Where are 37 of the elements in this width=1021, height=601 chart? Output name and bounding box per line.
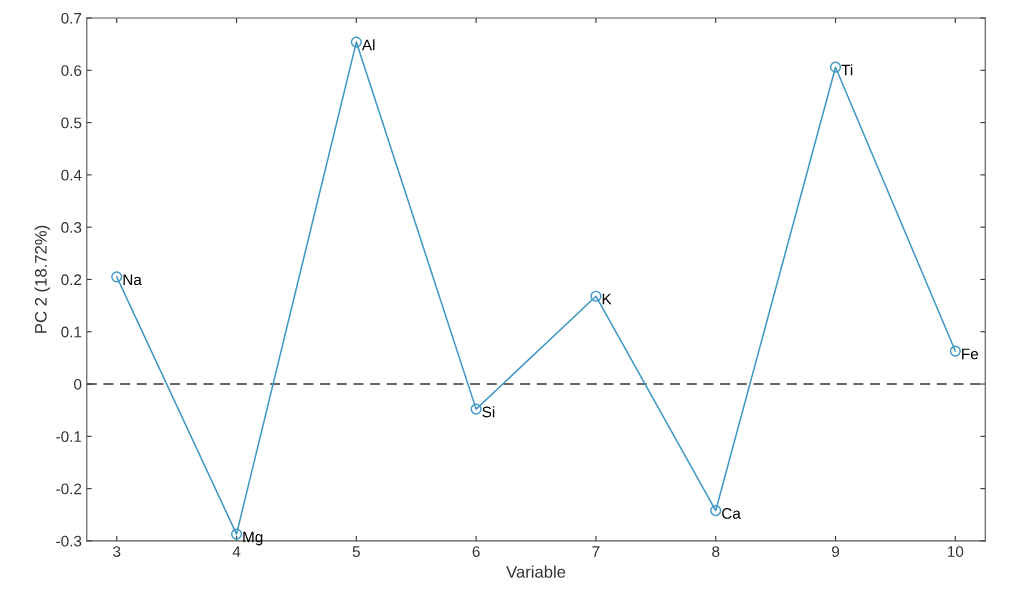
- x-tick-label: 9: [831, 546, 840, 557]
- y-tick-label: 0.6: [61, 65, 82, 76]
- y-tick-label: 0.7: [61, 12, 82, 24]
- annotation: Ca: [722, 508, 741, 519]
- y-tick-label: 0: [74, 378, 82, 390]
- annotation: Fe: [962, 348, 979, 360]
- point: [111, 271, 123, 283]
- x-tick-label: 7: [592, 546, 600, 557]
- point: [829, 61, 842, 73]
- point: [590, 290, 602, 302]
- point: [710, 505, 722, 517]
- x-axis-title: Variable: [506, 565, 566, 578]
- y-axis-title: PC 2 (18.72%): [34, 225, 51, 333]
- x-tick-label: 8: [712, 546, 720, 557]
- annotation: Mg: [243, 531, 263, 546]
- point: [230, 528, 243, 540]
- annotation: Al: [361, 39, 375, 51]
- x-tick-label: 4: [232, 546, 241, 557]
- x-tick-label: 10: [947, 546, 964, 557]
- annotation: Ti: [841, 64, 853, 76]
- y-tick-label: -0.3: [56, 535, 82, 547]
- annotation: K: [602, 293, 612, 305]
- annotation: Na: [123, 274, 142, 286]
- x-tick-label: 5: [352, 546, 360, 557]
- annotation: Si: [482, 406, 495, 418]
- x-tick-label: 3: [113, 546, 121, 557]
- y-tick-label: 0.5: [61, 117, 82, 129]
- y-tick-label: -0.2: [56, 483, 82, 495]
- y-tick-label: 0.1: [61, 326, 82, 338]
- y-tick-label: -0.1: [56, 431, 82, 443]
- point: [949, 345, 961, 357]
- point: [350, 36, 362, 48]
- y-tick-label: 0.4: [61, 169, 82, 181]
- y-tick-label: 0.3: [61, 222, 82, 233]
- x-tick-label: 6: [472, 546, 480, 557]
- y-tick-label: 0.2: [61, 274, 82, 286]
- point: [470, 403, 482, 415]
